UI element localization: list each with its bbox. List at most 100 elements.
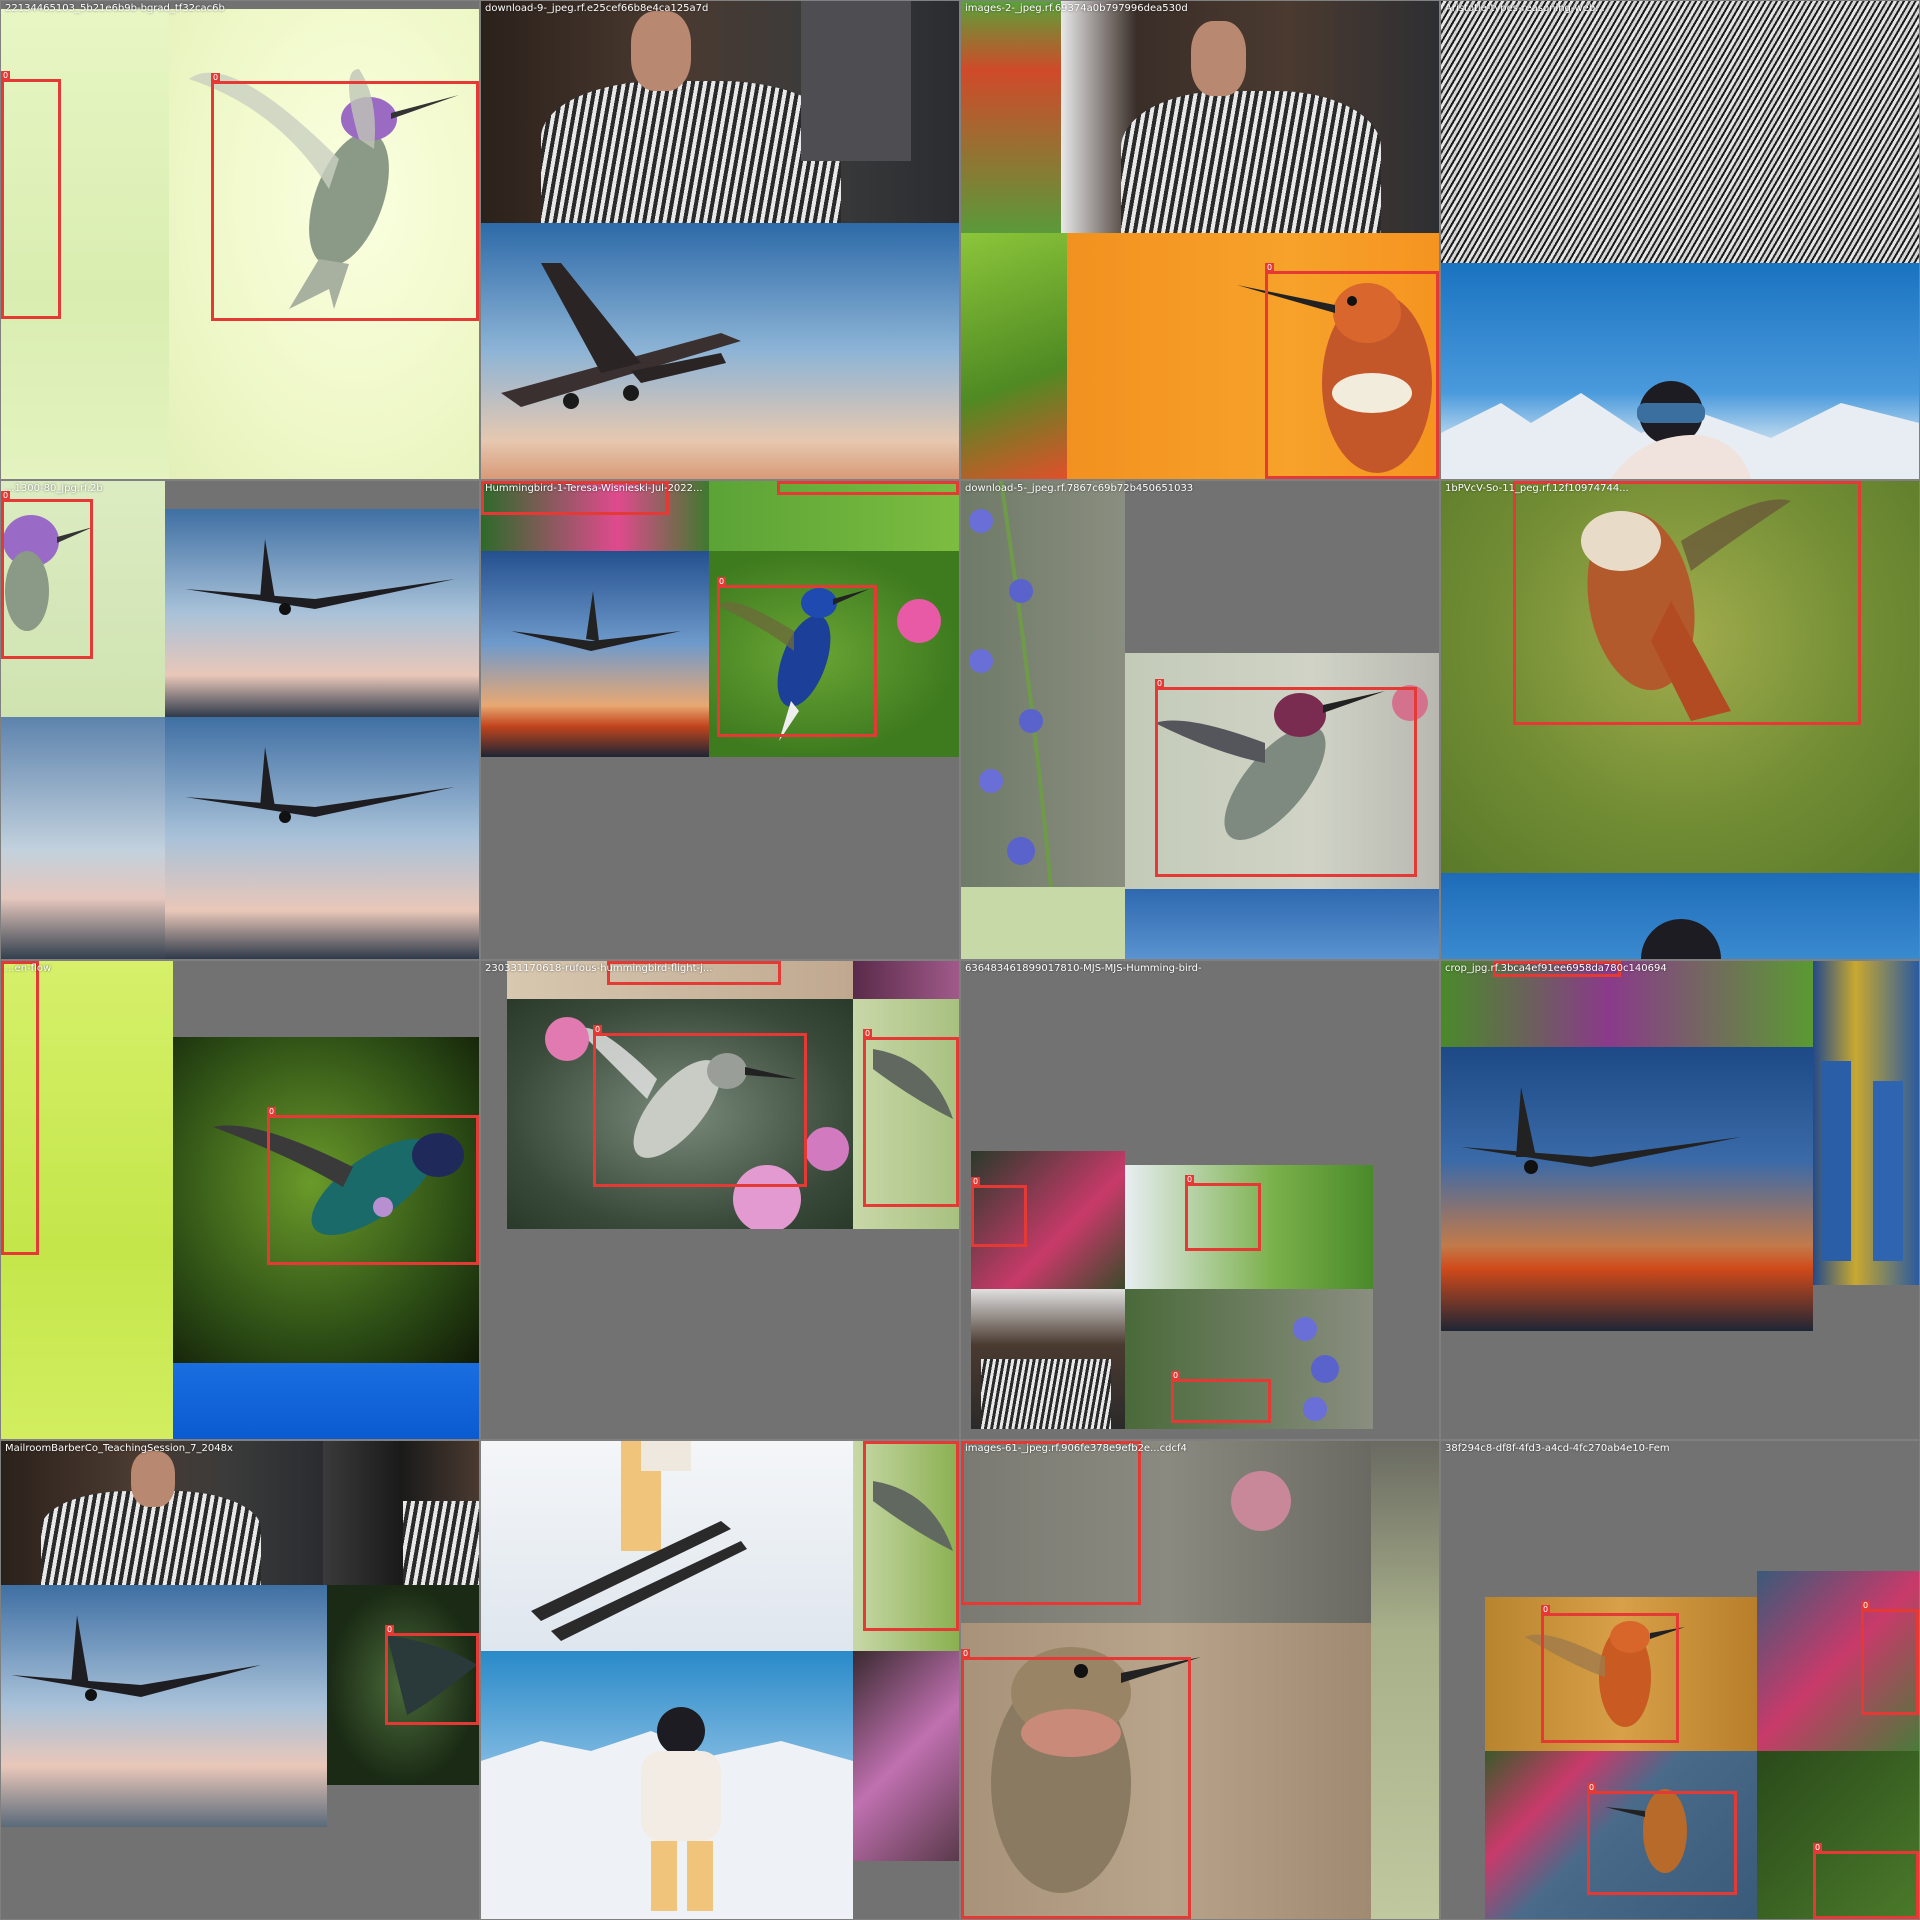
photo-pink-flower (481, 481, 709, 551)
photo-airplane-blue-sky (1125, 889, 1439, 959)
photo-barber-shop (323, 1441, 479, 1585)
tile-filename: Aristotle-types-reasoning-web... (1445, 3, 1605, 14)
photo-rufous-hummingbird-amber (1485, 1597, 1757, 1751)
photo-lime-green-background (1, 961, 173, 1439)
photo-pale-green-background (1, 481, 165, 717)
detection-label: 0 (593, 1025, 603, 1034)
tile-filename: ...en-flow (5, 963, 52, 974)
photo-skier-blue-sky (1441, 263, 1919, 479)
mosaic-tile[interactable]: 0 crop_jpg.rf.3bca4ef91ee6958da780c14069… (1441, 961, 1919, 1439)
photo-airplane-dusk (165, 717, 479, 959)
hummingbird-illustration (1525, 1621, 1685, 1727)
hummingbird-illustration (719, 588, 941, 741)
detection-box: 0 (971, 1177, 1027, 1247)
hummingbird-illustration (545, 1017, 849, 1229)
detection-box: 0 (1541, 1605, 1679, 1743)
photo-engraving-drapery (1441, 1, 1919, 263)
detection-label: 0 (961, 1649, 971, 1658)
airplane-illustration (11, 1615, 261, 1701)
photo-green-hummingbird-crop (853, 1441, 959, 1651)
detection-box: 0 (863, 1029, 959, 1207)
mosaic-tile[interactable]: 0 0 0 0 38f294c8-df8f-4fd3-a4cd-4fc270ab… (1441, 1441, 1919, 1919)
detection-box: 0 (385, 1625, 479, 1725)
tile-filename: 38f294c8-df8f-4fd3-a4cd-4fc270ab4e10-Fem (1445, 1443, 1670, 1454)
photo-iridescent-hummingbird (327, 1585, 479, 1785)
airplane-illustration (185, 539, 455, 615)
detection-label: 0 (481, 481, 491, 482)
photo-red-flowers-blue-sky (1757, 1571, 1919, 1751)
airplane-illustration (185, 747, 455, 823)
photo-airplane-dusk (1, 1585, 327, 1827)
mosaic-tile[interactable]: 0 images-2-_jpeg.rf.69374a0b797996dea530… (961, 1, 1439, 479)
detection-box: 0 (1185, 1175, 1261, 1251)
mosaic-tile[interactable]: 0 0 images-61-_jpeg.rf.906fe378e9efb2e..… (961, 1441, 1439, 1919)
detection-label: 0 (961, 1441, 971, 1442)
detection-box: 0 (961, 1441, 1141, 1605)
detection-box: 0 (211, 73, 479, 321)
airplane-illustration (511, 591, 681, 651)
mosaic-tile[interactable]: 0 MailroomBarberCo_TeachingSession_7_204… (1, 1441, 479, 1919)
detection-label: 0 (1, 491, 11, 500)
hummingbird-illustration (1605, 1789, 1687, 1873)
detection-box: 0 (1587, 1783, 1737, 1895)
photo-leaf-green (961, 233, 1067, 479)
photo-blue-flowers (1125, 1289, 1373, 1429)
tile-filename: ...1300-80_jpg.rf.2b (5, 483, 103, 494)
detection-label: 0 (607, 961, 617, 962)
mosaic-tile[interactable]: 0 0 22134465103_5b21e6b9b-bgrad_tf32cac6… (1, 1, 479, 479)
airplane-illustration (501, 263, 741, 409)
photo-pale-green-background (1371, 1441, 1439, 1919)
photo-hummingbird-purple-throat (169, 9, 479, 479)
photo-blue-robed-figures (1813, 961, 1919, 1285)
photo-red-flowers-blue-sky (1485, 1751, 1757, 1919)
tile-filename: 1bPVcV-So-11_peg.rf.12f10974744... (1445, 483, 1629, 494)
detection-label: 0 (717, 577, 727, 586)
detection-label: 0 (1513, 481, 1523, 482)
detection-box: 0 (777, 481, 959, 495)
detection-box: 0 (863, 1441, 959, 1631)
mosaic-tile[interactable]: 0 ...1300-80_jpg.rf.2b (1, 481, 479, 959)
hummingbird-illustration (1237, 283, 1432, 473)
tile-filename: images-2-_jpeg.rf.69374a0b797996dea530d (965, 3, 1188, 14)
tile-filename: 22134465103_5b21e6b9b-bgrad_tf32cac6b (5, 3, 225, 14)
mosaic-tile[interactable]: 0 0 ...en-flow (1, 961, 479, 1439)
detection-label: 0 (1265, 263, 1275, 272)
detection-box: 0 (1265, 263, 1439, 479)
mosaic-tile[interactable]: 0 0 0 230331170618-rufous-hummingbird-fl… (481, 961, 959, 1439)
mosaic-tile[interactable]: 0 0 0 Hummingbird-1-Teresa-Wisnieski-Jul… (481, 481, 959, 959)
mosaic-tile[interactable]: Aristotle-types-reasoning-web... (1441, 1, 1919, 479)
detection-box: 0 (1171, 1371, 1271, 1423)
detection-label: 0 (1, 961, 11, 962)
mosaic-tile[interactable]: 0 (481, 1441, 959, 1919)
photo-hummingbird-red-flowers (971, 1151, 1125, 1289)
hummingbird-illustration (3, 515, 93, 631)
mosaic-tile[interactable]: 0 0 0 636483461899017810-MJS-MJS-Humming… (961, 961, 1439, 1439)
mosaic-tile[interactable]: 0 1bPVcV-So-11_peg.rf.12f10974744... (1441, 481, 1919, 959)
detection-box: 0 (717, 577, 877, 737)
flower-stalk-illustration (969, 481, 1053, 887)
helmet-illustration (1641, 919, 1721, 959)
detection-label: 0 (1541, 1605, 1551, 1614)
photo-purple-flowers (853, 961, 959, 999)
photo-green-blur (961, 1, 1061, 233)
photo-purple-flowers (853, 1651, 959, 1861)
detection-label: 0 (1861, 1601, 1871, 1610)
mosaic-tile[interactable]: 0 download-5-_jpeg.rf.7867c69b72b4506510… (961, 481, 1439, 959)
photo-airplane-dusk (481, 551, 709, 757)
tile-filename: 230331170618-rufous-hummingbird-flight-j… (485, 963, 713, 974)
detection-box: 0 (1513, 481, 1861, 725)
photo-blue-flowers (961, 481, 1125, 887)
photo-green-blur (1757, 1751, 1919, 1919)
hummingbird-illustration (213, 1125, 464, 1236)
photo-hummingbird-pink-flowers (507, 999, 853, 1229)
skier-illustration (1441, 381, 1919, 479)
mosaic-tile[interactable]: download-9-_jpeg.rf.e25cef66b8e4ca125a7d (481, 1, 959, 479)
photo-airplane-dusk (481, 223, 959, 479)
detection-box: 0 (1155, 679, 1417, 877)
flower-illustration (1231, 1471, 1291, 1531)
tile-filename: Hummingbird-1-Teresa-Wisnieski-Jul-2022.… (485, 483, 703, 494)
detection-box: 0 (1813, 1843, 1919, 1919)
photo-airplane-dusk (165, 509, 479, 717)
hummingbird-illustration (991, 1647, 1201, 1893)
detection-label: 0 (863, 1441, 873, 1442)
